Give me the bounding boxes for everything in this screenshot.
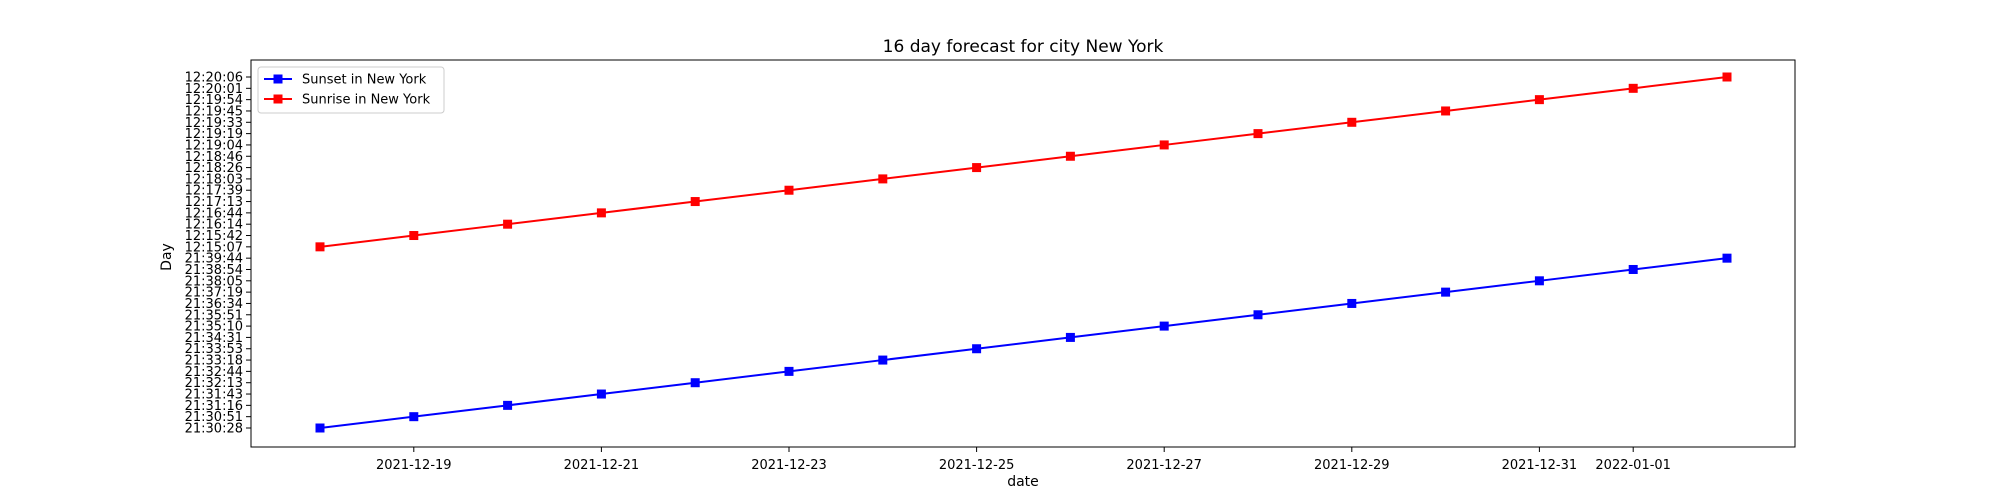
x-tick-label: 2021-12-23 [751,458,827,473]
data-point [878,174,888,184]
x-axis-ticks: 2021-12-19 2021-12-21 2021-12-23 2021-12-25… [376,447,1671,473]
y-tick-label: 21:32:44 [185,365,243,380]
x-tick-label: 2021-12-19 [376,458,452,473]
data-point [1534,276,1544,286]
legend-swatch-marker [273,94,283,104]
data-point [1253,310,1263,320]
y-tick-label: 12:18:26 [185,161,243,176]
data-point [409,231,419,241]
y-tick-label: 21:35:10 [185,320,243,335]
data-point [1441,106,1451,116]
data-point [1159,140,1169,150]
y-tick-label: 12:19:33 [185,116,243,131]
data-point [596,208,606,218]
chart-title: 16 day forecast for city New York [883,37,1164,57]
x-tick-label: 2021-12-31 [1502,458,1578,473]
y-tick-label: 21:35:51 [185,308,243,323]
data-point [784,366,794,376]
data-point [1065,151,1075,161]
x-tick-label: 2021-12-29 [1314,458,1390,473]
x-axis-label: date [1007,474,1039,490]
x-tick-label: 2022-01-01 [1595,458,1671,473]
legend-swatch-marker [273,74,283,84]
data-point [972,163,982,173]
plot-frame [250,59,1796,448]
data-point [1441,287,1451,297]
y-tick-label: 21:36:34 [185,297,243,312]
data-point [1722,253,1732,263]
data-point [503,219,513,229]
data-point [784,185,794,195]
y-tick-label: 21:32:13 [185,376,243,391]
y-tick-label: 12:19:45 [185,104,243,119]
y-tick-label: 12:18:03 [185,172,243,187]
y-tick-label: 12:15:42 [185,229,243,244]
y-tick-label: 12:15:07 [185,240,243,255]
y-tick-label: 21:37:19 [185,286,243,301]
y-tick-label: 21:38:05 [185,274,243,289]
y-tick-label: 12:17:13 [185,195,243,210]
data-point [1347,117,1357,127]
data-point [315,423,325,433]
y-tick-label: 12:16:44 [185,206,243,221]
data-point [1347,298,1357,308]
y-tick-label: 12:20:01 [185,82,243,97]
y-tick-label: 21:30:28 [185,422,243,437]
data-point [1253,129,1263,139]
y-tick-label: 12:19:54 [185,93,243,108]
y-tick-label: 21:38:54 [185,263,243,278]
y-tick-label: 12:18:46 [185,150,243,165]
data-point [1534,95,1544,105]
data-point [1722,72,1732,82]
y-tick-label: 12:19:04 [185,138,243,153]
series-line [319,76,1728,248]
data-point [690,378,700,388]
legend-label: Sunset in New York [302,73,427,88]
y-tick-label: 12:19:19 [185,127,243,142]
legend: Sunset in New York Sunrise in New York [257,66,445,114]
series-sunset [315,253,1732,433]
y-tick-label: 21:39:44 [185,252,243,267]
legend-label: Sunrise in New York [302,93,431,108]
series-layer [315,72,1732,433]
y-tick-label: 21:33:18 [185,354,243,369]
y-tick-label: 21:30:51 [185,410,243,425]
data-point [503,400,513,410]
x-tick-label: 2021-12-21 [564,458,640,473]
data-point [690,197,700,207]
y-tick-label: 12:16:14 [185,218,243,233]
data-point [596,389,606,399]
legend-box [257,66,445,114]
data-point [1628,264,1638,274]
x-tick-label: 2021-12-27 [1126,458,1202,473]
series-line [319,257,1728,429]
y-axis-label: Day [159,243,175,271]
y-tick-label: 21:31:43 [185,388,243,403]
data-point [409,412,419,422]
data-point [315,242,325,252]
y-tick-label: 12:17:39 [185,184,243,199]
data-point [972,344,982,354]
y-tick-label: 21:34:31 [185,331,243,346]
data-point [1065,332,1075,342]
y-axis-ticks: 21:30:2821:30:5121:31:1621:31:4321:32:13… [185,71,251,437]
x-tick-label: 2021-12-25 [939,458,1015,473]
data-point [878,355,888,365]
data-point [1159,321,1169,331]
y-tick-label: 12:20:06 [185,71,243,86]
data-point [1628,83,1638,93]
y-tick-label: 21:31:16 [185,399,243,414]
y-tick-label: 21:33:53 [185,342,243,357]
series-sunrise [315,72,1732,252]
